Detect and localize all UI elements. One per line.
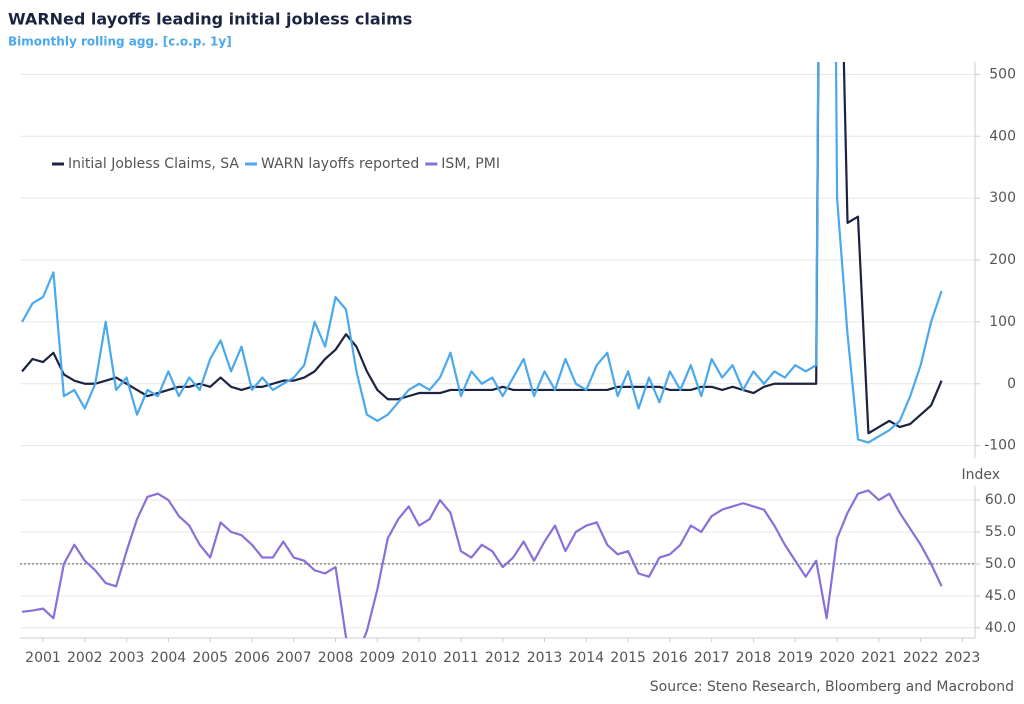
y-tick-label: 500 xyxy=(989,66,1016,82)
x-tick-label: 2016 xyxy=(652,650,688,666)
x-tick-label: 2007 xyxy=(276,650,312,666)
y-tick-label: 400 xyxy=(989,128,1016,144)
x-tick-label: 2015 xyxy=(610,650,646,666)
plot-area xyxy=(21,489,943,638)
x-tick-label: 2012 xyxy=(485,650,521,666)
y-axis-label: Index xyxy=(961,467,1000,483)
x-tick-label: 2011 xyxy=(443,650,479,666)
y-tick-label: 55.0 xyxy=(985,524,1016,540)
legend-label: ISM, PMI xyxy=(441,156,500,172)
y-tick-label: 50.0 xyxy=(985,556,1016,572)
y-tick-label: 200 xyxy=(989,252,1016,268)
legend-label: Initial Jobless Claims, SA xyxy=(68,156,239,172)
x-tick-label: 2001 xyxy=(25,650,61,666)
x-tick-label: 2017 xyxy=(694,650,730,666)
x-tick-label: 2003 xyxy=(109,650,145,666)
x-tick-label: 2023 xyxy=(945,650,981,666)
y-tick-label: -100 xyxy=(984,438,1016,454)
x-tick-label: 2002 xyxy=(67,650,103,666)
x-tick-label: 2009 xyxy=(360,650,396,666)
x-tick-label: 2019 xyxy=(777,650,813,666)
legend-label: WARN layoffs reported xyxy=(261,156,419,172)
x-tick-label: 2022 xyxy=(903,650,939,666)
y-tick-label: 60.0 xyxy=(985,492,1016,508)
x-tick-label: 2018 xyxy=(736,650,772,666)
series-line xyxy=(21,62,943,435)
x-tick-label: 2014 xyxy=(568,650,604,666)
plot-area xyxy=(21,62,943,444)
x-tick-label: 2013 xyxy=(527,650,563,666)
y-tick-label: 45.0 xyxy=(985,588,1016,604)
chart-title: WARNed layoffs leading initial jobless c… xyxy=(8,10,412,29)
y-tick-label: 100 xyxy=(989,314,1016,330)
x-tick-label: 2021 xyxy=(861,650,897,666)
x-tick-label: 2006 xyxy=(234,650,270,666)
x-tick-label: 2005 xyxy=(192,650,228,666)
y-tick-label: 300 xyxy=(989,190,1016,206)
x-tick-label: 2020 xyxy=(819,650,855,666)
x-tick-label: 2010 xyxy=(401,650,437,666)
y-tick-label: 40.0 xyxy=(985,620,1016,636)
source: Source: Steno Research, Bloomberg and Ma… xyxy=(650,679,1014,695)
chart-subtitle: Bimonthly rolling agg. [c.o.p. 1y] xyxy=(8,35,232,49)
series-line xyxy=(21,62,943,444)
x-tick-label: 2008 xyxy=(318,650,354,666)
series-line xyxy=(21,489,943,638)
x-tick-label: 2004 xyxy=(151,650,187,666)
y-tick-label: 0 xyxy=(1007,376,1016,392)
